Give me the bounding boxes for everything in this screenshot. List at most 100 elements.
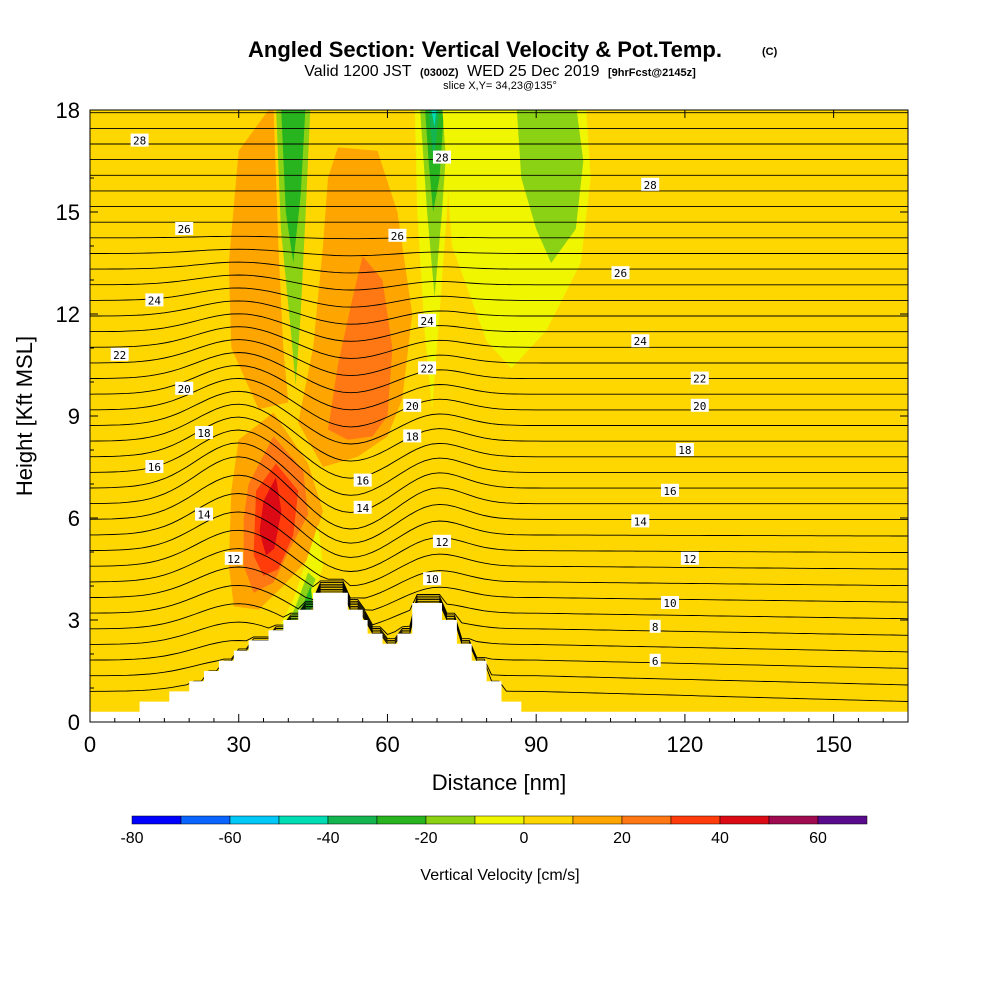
yellow-region-lowlevel (456, 592, 908, 716)
y-tick-label: 9 (68, 404, 80, 429)
theta-contour-line (90, 403, 908, 462)
y-tick-label: 3 (68, 608, 80, 633)
theta-contour-line (90, 474, 908, 544)
contour-label: 26 (614, 267, 627, 280)
contour-label-bg (423, 572, 442, 586)
colorbar-tick-label: -40 (316, 830, 339, 847)
x-tick-label: 150 (815, 732, 852, 757)
colorbar-swatch (425, 815, 476, 825)
colorbar-swatch (474, 815, 525, 825)
contour-label: 12 (435, 536, 448, 549)
contour-label-bg (175, 381, 194, 395)
x-tick-label: 120 (667, 732, 704, 757)
contour-label-bg (661, 596, 679, 609)
contour-label-bg (403, 398, 422, 412)
theta-contour-line (90, 261, 908, 274)
contour-label-bg (130, 133, 149, 147)
downdraft-plume-central-5 (431, 110, 437, 127)
colorbar-swatch (523, 815, 574, 825)
contour-label: 14 (197, 509, 211, 522)
theta-contour-line (90, 235, 908, 240)
colorbar-swatch (670, 815, 721, 825)
downdraft-plume-east-core (516, 110, 584, 263)
contour-label: 24 (420, 315, 434, 328)
contour-label-bg (433, 534, 451, 548)
colorbar-tick-label: 60 (809, 830, 827, 847)
contour-label-bg (175, 222, 194, 235)
theta-contour-line (90, 313, 908, 342)
x-tick-label: 30 (226, 732, 250, 757)
contour-label-bg (110, 347, 129, 361)
contour-label-bg (611, 266, 630, 280)
contour-label: 16 (663, 485, 676, 498)
contour-label: 22 (420, 362, 433, 375)
contour-label-bg (195, 426, 213, 439)
theta-contour-line (90, 590, 908, 686)
plot-area: 28 28 28 26 26 26 24 24 24 22 22 22 20 20 20 18 18 18 16 16… (90, 110, 908, 722)
contour-label-bg (353, 500, 372, 514)
contour-label-bg (418, 313, 437, 327)
colorbar-tick-label: -60 (218, 830, 241, 847)
contour-label-bg (195, 507, 213, 521)
theta-contour-line (90, 583, 908, 626)
yellow-region-east (575, 110, 908, 416)
contour-label: 14 (634, 515, 648, 528)
x-tick-label: 0 (84, 732, 96, 757)
contour-label: 16 (148, 461, 161, 474)
contour-label-bg (631, 514, 650, 528)
theta-contour-line (90, 566, 908, 611)
theta-contour-line (90, 248, 908, 257)
contour-label: 18 (406, 430, 419, 443)
colorbar-tick-label: 40 (711, 830, 729, 847)
contour-label: 28 (133, 135, 146, 148)
contour-label: 26 (391, 230, 404, 243)
colorbar (131, 815, 868, 825)
colorbar-swatch (131, 815, 182, 825)
contour-label: 12 (683, 553, 696, 566)
contour-label-bg (145, 460, 164, 473)
theta-contour-line (90, 339, 908, 377)
contour-label: 24 (634, 335, 648, 348)
contour-label: 6 (652, 655, 659, 668)
contour-label-bg (631, 334, 650, 348)
x-tick-label: 60 (375, 732, 399, 757)
theta-contour-line (90, 585, 908, 636)
contour-label-bg (690, 371, 709, 385)
contour-label-bg (649, 619, 661, 633)
theta-contour-line (90, 587, 908, 653)
contour-label-bg (661, 483, 679, 497)
x-tick-label: 90 (524, 732, 548, 757)
contour-labels: 28 28 28 26 26 26 24 24 24 22 22 22 20 20 20 18 18 18 16 16… (110, 133, 709, 668)
contour-label: 18 (197, 427, 210, 440)
theta-contour-line (90, 442, 908, 513)
x-axis-ticks: 0 30 60 90 120 150 (84, 110, 884, 757)
contour-label-bg (680, 551, 699, 565)
theta-contour-line (90, 300, 908, 325)
contour-label-bg (224, 551, 243, 565)
theta-contour-line (90, 352, 908, 394)
contour-label-bg (675, 443, 694, 456)
theta-contours (90, 112, 908, 702)
velocity-field (90, 110, 908, 716)
colorbar-tick-label: 0 (520, 830, 529, 847)
colorbar-label: Vertical Velocity [cm/s] (420, 867, 579, 884)
chart-title-tag: (C) (762, 46, 778, 58)
contour-label-bg (418, 361, 437, 375)
x-axis-label: Distance [nm] (432, 770, 567, 795)
y-tick-label: 6 (68, 506, 80, 531)
contour-label: 12 (227, 553, 240, 566)
valid-time-line: Valid 1200 JST (0300Z) WED 25 Dec 2019 [… (304, 63, 696, 80)
theta-contour-line (90, 377, 908, 428)
contour-label: 20 (406, 400, 419, 413)
yellow-region-west (90, 592, 175, 702)
contour-label: 22 (693, 373, 706, 386)
colorbar-swatch (376, 815, 427, 825)
theta-contour-line (90, 511, 908, 572)
colorbar-swatch (621, 815, 672, 825)
colorbar-tick-label: -80 (120, 830, 143, 847)
contour-label: 20 (693, 400, 706, 413)
theta-contour-line (90, 390, 908, 445)
theta-contour-line (90, 493, 908, 558)
contour-label: 28 (435, 152, 448, 165)
